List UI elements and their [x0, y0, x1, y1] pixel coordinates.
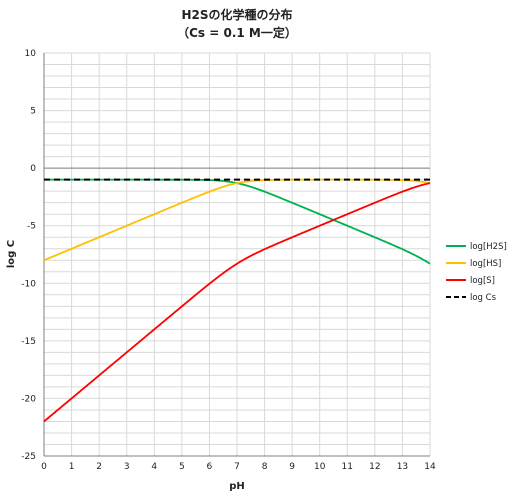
y-tick-label: -20 — [21, 394, 36, 404]
x-tick-label: 12 — [369, 462, 380, 472]
y-tick-label: 10 — [25, 49, 37, 59]
x-tick-label: 11 — [342, 462, 353, 472]
legend: log[H2S] log[HS] log[S] log Cs — [446, 242, 507, 303]
x-tick-label: 7 — [234, 462, 240, 472]
x-tick-label: 10 — [314, 462, 326, 472]
y-tick-label: -10 — [21, 279, 36, 289]
x-tick-label: 3 — [124, 462, 130, 472]
x-tick-label: 0 — [41, 462, 47, 472]
legend-label: log[S] — [470, 276, 495, 286]
x-axis-title: pH — [229, 481, 245, 492]
series-group — [43, 178, 431, 423]
x-tick-label: 13 — [397, 462, 408, 472]
chart-subtitle: （Cs = 0.1 M一定） — [177, 25, 297, 40]
grid — [43, 52, 431, 457]
legend-label: log Cs — [470, 293, 497, 303]
x-tick-label: 2 — [96, 462, 102, 472]
x-tick-label: 6 — [207, 462, 213, 472]
y-axis-title: log C — [6, 240, 17, 268]
x-tick-label: 9 — [289, 462, 295, 472]
series-line-s — [43, 182, 431, 423]
y-tick-label: -5 — [27, 222, 36, 232]
axes — [43, 53, 430, 457]
x-tick-label: 1 — [69, 462, 75, 472]
y-tick-label: -25 — [21, 452, 36, 462]
legend-label: log[H2S] — [470, 242, 507, 252]
legend-label: log[HS] — [470, 259, 501, 269]
x-tick-label: 4 — [151, 462, 157, 472]
x-tick-label: 8 — [262, 462, 268, 472]
y-tick-label: 5 — [30, 107, 36, 117]
y-tick-label: -15 — [21, 337, 36, 347]
y-tick-label: 0 — [30, 164, 36, 174]
chart-title: H2Sの化学種の分布 — [181, 7, 292, 22]
x-tick-label: 5 — [179, 462, 185, 472]
x-tick-label: 14 — [424, 462, 436, 472]
